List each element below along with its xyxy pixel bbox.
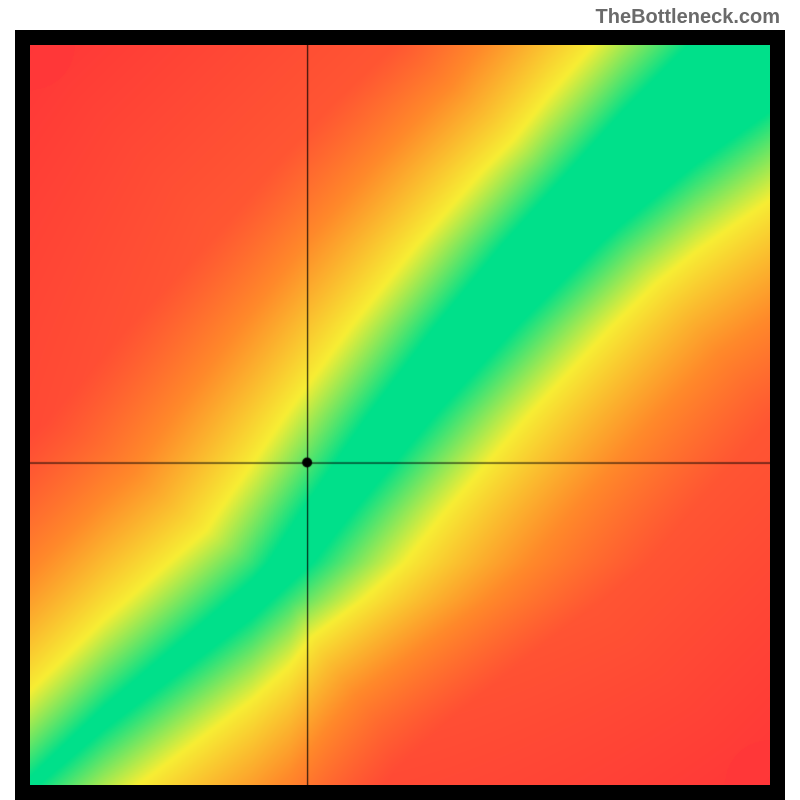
chart-frame <box>15 30 785 800</box>
heatmap-canvas <box>30 45 770 785</box>
chart-container: TheBottleneck.com <box>0 0 800 800</box>
watermark-text: TheBottleneck.com <box>596 6 780 29</box>
